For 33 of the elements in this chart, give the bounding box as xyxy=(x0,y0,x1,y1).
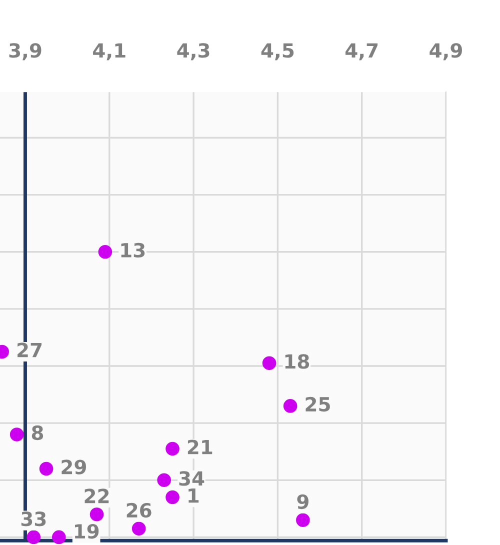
annotation: 33 xyxy=(21,511,46,526)
point xyxy=(166,490,180,504)
annotation: 19 xyxy=(74,524,99,539)
point xyxy=(10,428,24,442)
point xyxy=(296,513,310,527)
point xyxy=(90,507,104,522)
point xyxy=(262,356,276,370)
point xyxy=(39,462,54,476)
point xyxy=(98,244,112,259)
annotation: 25 xyxy=(306,396,330,412)
annotation: 34 xyxy=(179,471,204,486)
point xyxy=(166,442,180,456)
annotation: 22 xyxy=(84,488,109,504)
annotation: 21 xyxy=(188,440,212,454)
x-tick-label: 4,3 xyxy=(177,43,210,60)
point xyxy=(26,530,41,544)
point xyxy=(52,530,66,544)
point xyxy=(157,473,171,488)
x-tick-label: 4,9 xyxy=(430,43,462,60)
annotation: 13 xyxy=(121,242,145,258)
x-tick-label: 4,1 xyxy=(93,43,126,60)
x-tick-label: 4,7 xyxy=(346,43,378,60)
annotation: 26 xyxy=(126,502,152,518)
x-tick-label: 3,9 xyxy=(9,43,42,60)
annotation: 27 xyxy=(18,342,42,358)
annotation: 29 xyxy=(62,460,86,474)
annotation: 9 xyxy=(297,494,308,510)
annotation: 8 xyxy=(32,425,44,440)
annotation: 18 xyxy=(285,354,310,369)
point xyxy=(132,522,146,536)
annotation: 1 xyxy=(188,488,199,503)
point xyxy=(283,399,298,413)
x-tick-label: 4,5 xyxy=(261,43,294,60)
